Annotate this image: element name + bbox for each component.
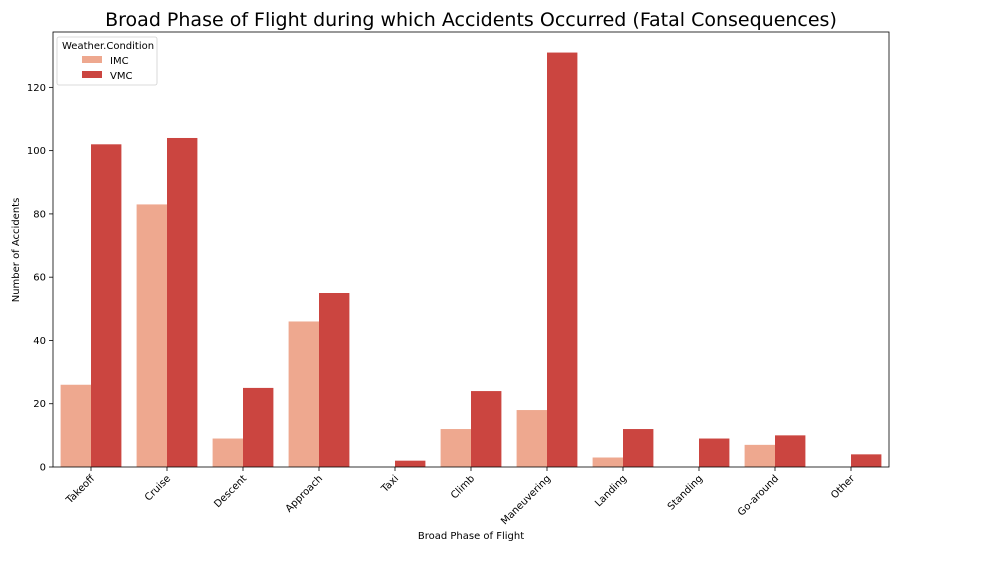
bar-vmc-landing	[623, 429, 654, 467]
x-tick-label: Other	[829, 473, 857, 501]
y-axis-label: Number of Accidents	[11, 198, 22, 303]
bar-imc-landing	[592, 457, 623, 467]
legend-entry-imc: IMC	[110, 56, 129, 67]
legend-entry-vmc: VMC	[110, 71, 132, 82]
bar-vmc-maneuvering	[547, 52, 578, 468]
x-tick-label: Cruise	[143, 473, 173, 503]
x-tick-label: Standing	[666, 473, 705, 512]
plot-area: 0 20 40 60 80 100 120 Takeoff Cruise Descent Appro…	[27, 31, 890, 527]
bar-vmc-climb	[471, 391, 502, 467]
x-tick-label: Maneuvering	[499, 473, 553, 527]
bar-imc-cruise	[136, 204, 167, 468]
y-tick-label: 20	[33, 399, 46, 410]
legend-swatch-imc	[82, 56, 102, 63]
bar-vmc-descent	[243, 387, 274, 467]
legend-swatch-vmc	[82, 71, 102, 78]
bar-vmc-approach	[319, 293, 350, 467]
x-tick-label: Descent	[212, 473, 249, 510]
y-tick-label: 40	[33, 336, 46, 347]
x-tick-label: Landing	[593, 473, 629, 509]
y-tick-label: 60	[33, 273, 46, 284]
bar-vmc-standing	[699, 438, 730, 467]
bar-imc-takeoff	[60, 384, 91, 467]
x-axis-label: Broad Phase of Flight	[418, 531, 524, 542]
chart-title: Broad Phase of Flight during which Accid…	[105, 9, 837, 31]
x-tick-label: Taxi	[379, 473, 401, 495]
bar-imc-maneuvering	[516, 410, 547, 467]
y-tick-label: 0	[40, 463, 46, 474]
bar-imc-descent	[212, 438, 243, 467]
x-tick-label: Climb	[449, 473, 477, 501]
y-tick-label: 120	[27, 83, 46, 94]
bar-vmc-takeoff	[91, 144, 122, 467]
bar-vmc-cruise	[167, 137, 198, 468]
legend: Weather.Condition IMC VMC	[56, 36, 158, 86]
x-tick-label: Takeoff	[64, 473, 98, 507]
bar-imc-climb	[440, 429, 471, 467]
y-tick-label: 100	[27, 146, 46, 157]
bar-imc-approach	[288, 321, 319, 467]
x-tick-label: Go-around	[736, 473, 781, 518]
y-tick-label: 80	[33, 209, 46, 220]
x-tick-label: Approach	[284, 473, 325, 514]
bar-vmc-taxi	[395, 460, 426, 467]
bar-vmc-other	[851, 454, 882, 467]
bar-vmc-go-around	[775, 435, 806, 467]
bar-imc-go-around	[744, 444, 775, 467]
legend-title: Weather.Condition	[62, 41, 154, 52]
